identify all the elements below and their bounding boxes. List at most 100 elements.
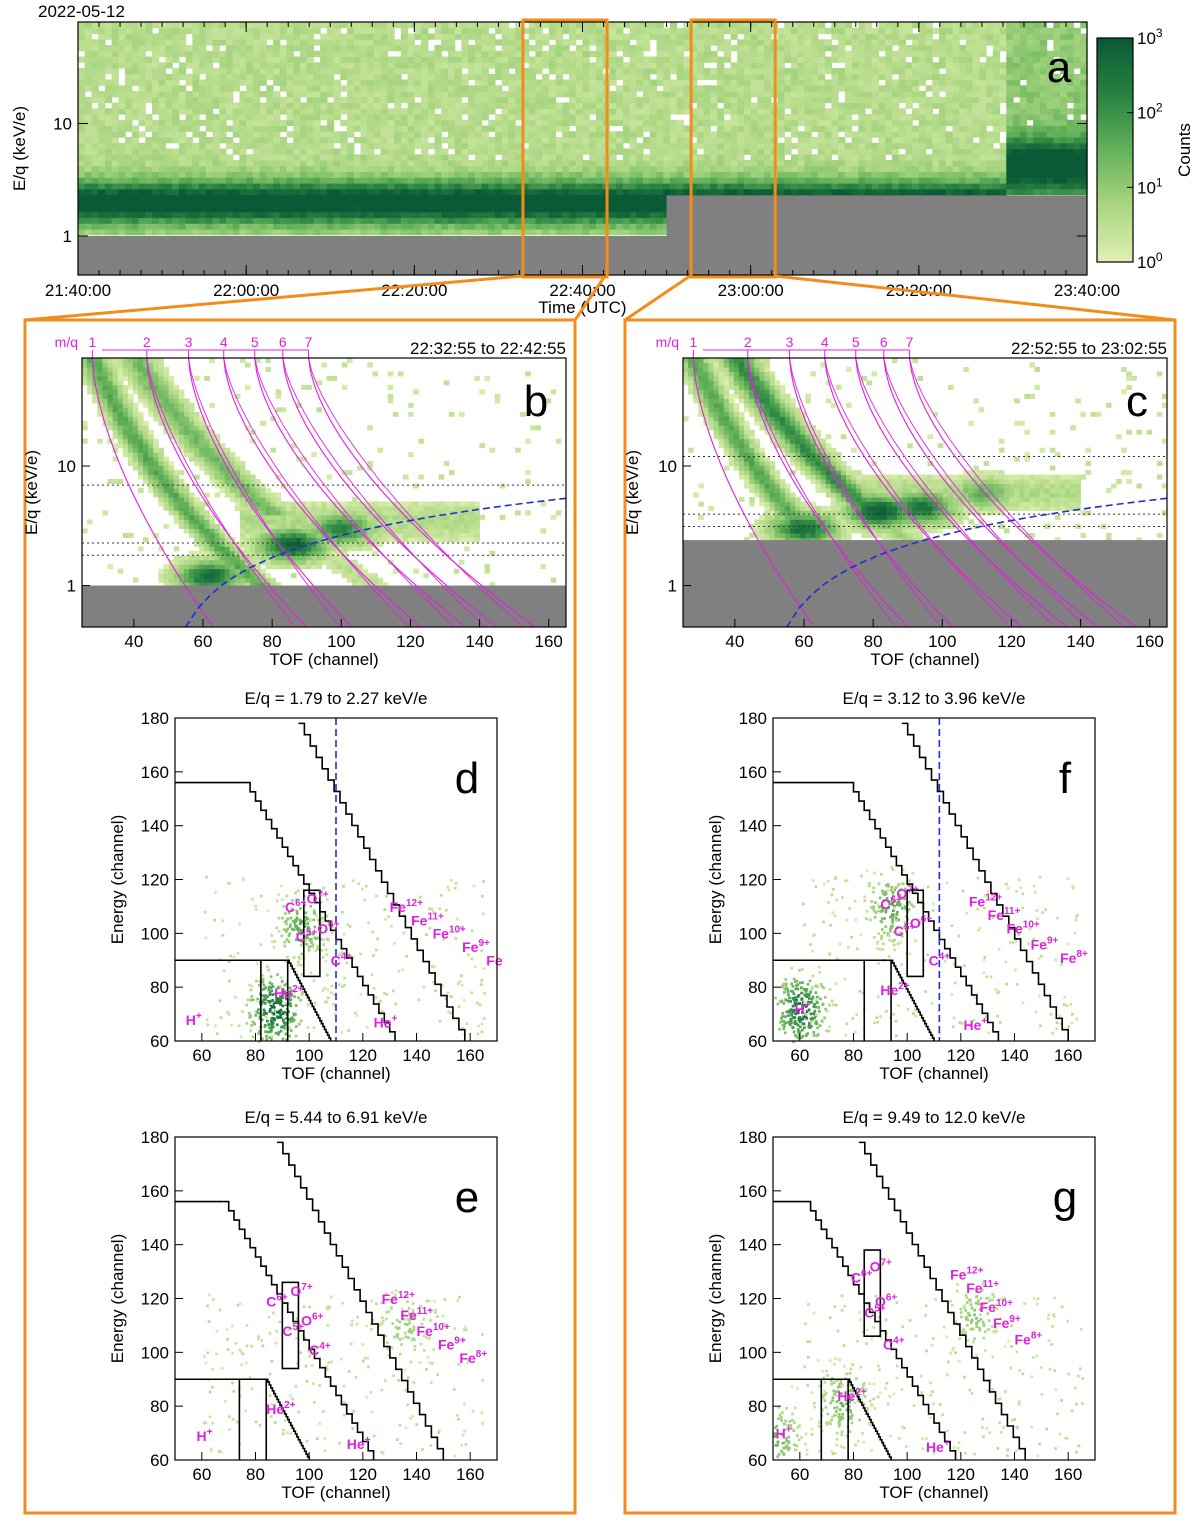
panel-f-heatmap [774, 865, 1079, 1044]
mq-curve [855, 357, 1056, 628]
ion-label: He+ [926, 1438, 950, 1455]
mq-curve [223, 357, 410, 628]
colorbar-segment [1097, 161, 1133, 166]
mq-label: 1 [689, 334, 697, 350]
mq-curve [747, 357, 909, 628]
ion-label: C6+ [266, 1293, 288, 1310]
colorbar-segment [1097, 52, 1133, 58]
colorbar-segment [1097, 116, 1133, 121]
colorbar-segment [1097, 82, 1133, 88]
colorbar-segment [1097, 45, 1133, 50]
colorbar-segment [1097, 135, 1133, 140]
ion-label: Fe10+ [433, 925, 466, 942]
panel-a-ytick-label: 10 [53, 115, 72, 134]
panel-g-heatmap [773, 1269, 1084, 1459]
mq-label: 3 [185, 334, 193, 350]
panel-b-xtick-label: 140 [465, 632, 493, 651]
panel-f-xtick-label: 160 [1054, 1046, 1082, 1065]
panel-g-ions: H+He2+C6+O7+C5+O6+C4+He+Fe12+Fe11+Fe10+F… [776, 1258, 1043, 1455]
panel-g-letter: g [1053, 1173, 1077, 1222]
colorbar-segment [1097, 101, 1133, 106]
mq-curve [91, 357, 214, 628]
ion-label: H+ [196, 1427, 212, 1444]
highlight-window-2 [689, 18, 777, 279]
colorbar-segment [1097, 123, 1133, 129]
panel-d-xtick-label: 120 [349, 1046, 377, 1065]
colorbar-segment [1097, 153, 1133, 158]
mq-axis-label: m/q [55, 334, 78, 350]
mq-curve [909, 357, 1137, 628]
panel-e-ylabel: Energy (channel) [108, 1234, 127, 1363]
gate-boundary [773, 1378, 849, 1460]
panel-b-xtick-label: 40 [124, 632, 143, 651]
mq-label: 5 [852, 334, 860, 350]
panel-c-frame [682, 357, 1168, 628]
colorbar-segment [1097, 86, 1133, 91]
colorbar-segment [1097, 176, 1133, 181]
ion-label: O6+ [910, 914, 932, 931]
colorbar-segment [1097, 94, 1133, 99]
panel-e-xtick-label: 160 [456, 1465, 484, 1484]
mq-curve [254, 357, 455, 628]
ion-label: He2+ [880, 981, 909, 998]
colorbar-segment [1097, 239, 1133, 244]
panel-g-gates [773, 1141, 1026, 1460]
ion-label: Fe11+ [400, 1306, 433, 1323]
panel-d-xtick-label: 160 [456, 1046, 484, 1065]
colorbar-segment [1097, 258, 1133, 263]
gate-boundary [276, 1141, 445, 1460]
panel-g-xtick-label: 140 [1000, 1465, 1028, 1484]
panel-d-xtick-label: 100 [295, 1046, 323, 1065]
ion-label: He+ [374, 1014, 398, 1031]
panel-g-xtick-label: 100 [893, 1465, 921, 1484]
panel-c-xtick-label: 100 [928, 632, 956, 651]
panel-a-xtick-label: 23:40:00 [1054, 281, 1120, 300]
colorbar-segment [1097, 120, 1133, 125]
colorbar-segment [1097, 90, 1133, 95]
colorbar-segment [1097, 79, 1133, 84]
mq-label: 5 [251, 334, 259, 350]
panel-b-xtick-label: 160 [535, 632, 563, 651]
panel-e-gates [175, 1141, 445, 1460]
panel-e-ytick-label: 80 [150, 1397, 169, 1416]
mq-curve [308, 357, 536, 628]
colorbar-segment [1097, 67, 1133, 73]
panel-c-heatmap [683, 358, 1168, 543]
panel-e-xtick-label: 140 [402, 1465, 430, 1484]
panel-a-heatmap [78, 22, 1088, 236]
mq-curve [308, 357, 524, 628]
panel-e-xtick-label: 120 [349, 1465, 377, 1484]
panel-b-xtick-label: 100 [327, 632, 355, 651]
colorbar-segment [1097, 38, 1133, 43]
ion-label: Fe8+ [1060, 949, 1088, 966]
panel-f-ytick-label: 60 [748, 1032, 767, 1051]
panel-d-ytick-label: 140 [141, 817, 169, 836]
mq-curve [188, 357, 341, 628]
frame-right [623, 318, 1177, 1515]
mq-label: 2 [744, 334, 752, 350]
colorbar-segment [1097, 250, 1133, 256]
ion-label: He+ [347, 1435, 371, 1452]
colorbar-segment [1097, 247, 1133, 252]
panel-f-ytick-label: 140 [739, 817, 767, 836]
panel-d-gates [175, 722, 466, 1041]
ion-label: He2+ [837, 1387, 866, 1404]
colorbar-segment [1097, 41, 1133, 46]
panel-e-ytick-label: 140 [141, 1236, 169, 1255]
mq-curve [789, 357, 942, 628]
colorbar-segment [1097, 228, 1133, 233]
colorbar-segment [1097, 56, 1133, 61]
colorbar-segment [1097, 198, 1133, 203]
panel-d-ytick-label: 100 [141, 924, 169, 943]
panel-f-xtick-label: 60 [790, 1046, 809, 1065]
panel-c-xtick-label: 120 [997, 632, 1025, 651]
colorbar-segment [1097, 60, 1133, 65]
panel-g-ytick-label: 180 [739, 1128, 767, 1147]
ion-label: O7+ [290, 1282, 312, 1299]
mq-label: 6 [880, 334, 888, 350]
colorbar-segment [1097, 243, 1133, 248]
mq-label: 3 [786, 334, 794, 350]
panel-b-xlabel: TOF (channel) [269, 650, 378, 669]
panel-b-threshold [185, 497, 567, 628]
